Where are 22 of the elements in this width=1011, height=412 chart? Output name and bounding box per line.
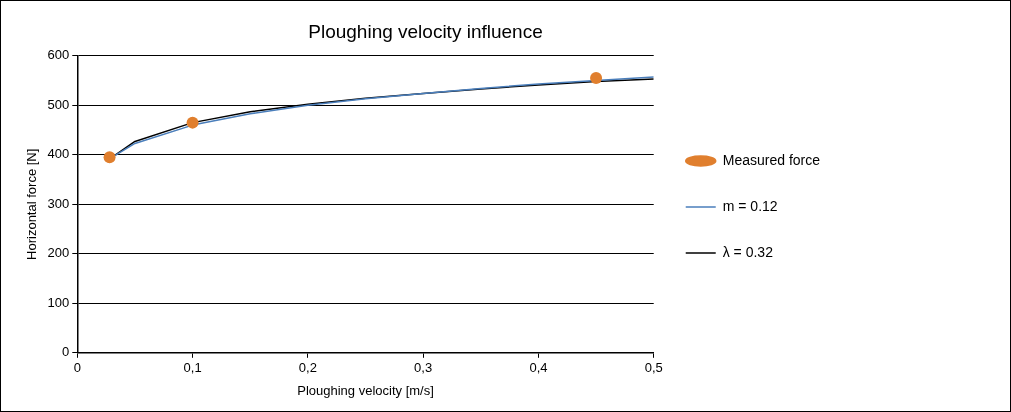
y-tick-label: 300: [47, 195, 70, 211]
y-tick-label: 600: [47, 47, 70, 63]
point: [590, 72, 603, 85]
x-tick-label: 0,5: [644, 360, 663, 376]
x-tick-label: 0,2: [298, 360, 317, 376]
legend-label: Measured force: [722, 151, 821, 168]
x-tick-label: 0,1: [183, 360, 202, 376]
point: [103, 151, 116, 164]
point: [186, 116, 199, 129]
y-tick-label: 400: [47, 146, 70, 162]
x-tick-label: 0: [73, 360, 81, 376]
x-tick-label: 0,3: [414, 360, 433, 376]
chart-title: Ploughing velocity influence: [308, 20, 543, 42]
y-axis-title: Horizontal force [N]: [24, 148, 40, 260]
legend-label: m = 0.12: [722, 197, 778, 214]
y-tick-label: 0: [62, 344, 70, 360]
y-tick-label: 100: [47, 294, 70, 310]
x-tick-label: 0,4: [529, 360, 548, 376]
y-tick-label: 500: [47, 96, 70, 112]
y-tick-label: 200: [47, 245, 70, 261]
legend-label: λ = 0.32: [722, 243, 774, 260]
x-axis-title: Ploughing velocity [m/s]: [297, 382, 434, 398]
